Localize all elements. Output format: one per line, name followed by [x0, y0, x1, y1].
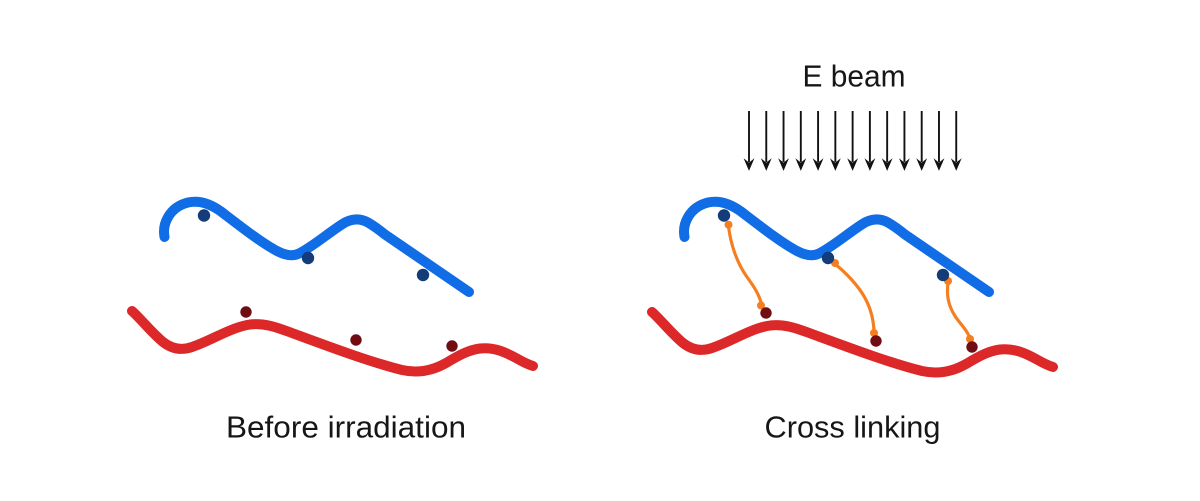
svg-text:Cross linking: Cross linking	[765, 410, 941, 445]
svg-text:E beam: E beam	[803, 59, 906, 94]
svg-text:Before irradiation: Before irradiation	[226, 410, 466, 445]
